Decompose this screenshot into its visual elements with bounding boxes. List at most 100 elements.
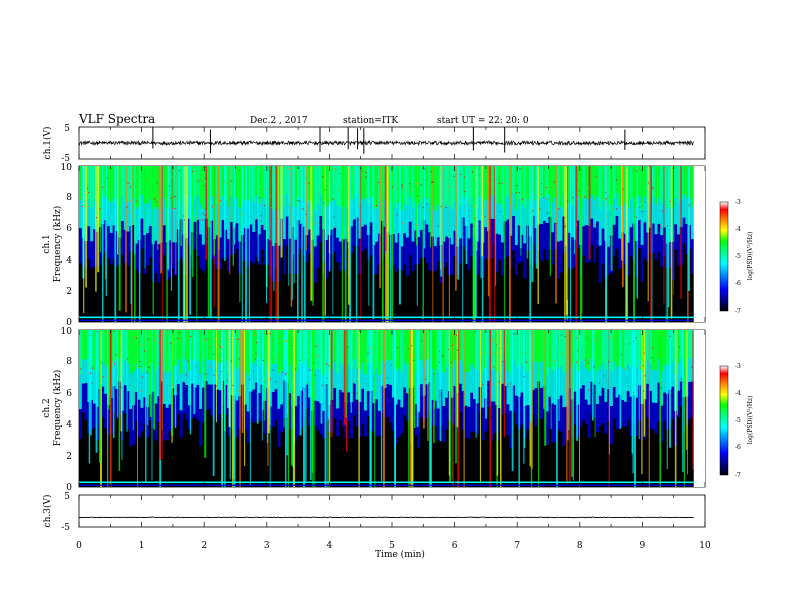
spectrogram-band (484, 166, 488, 200)
spectrogram-dot (183, 219, 185, 221)
spectrogram-band (336, 166, 340, 206)
spectrogram-dot (170, 349, 172, 351)
sferic-streak (442, 166, 444, 322)
spectrogram-dot (578, 190, 580, 192)
sferic-streak (428, 330, 431, 487)
spectrogram-band (375, 330, 379, 369)
spectrogram-dot (662, 210, 664, 212)
spectrogram-dot (512, 388, 514, 390)
spectrogram-dot (603, 375, 605, 377)
spectrogram-band (129, 330, 133, 374)
spectrogram-dot (133, 336, 135, 338)
spectrogram-dot (178, 172, 180, 174)
spectrogram-dot (367, 352, 369, 354)
sferic-streak (432, 166, 434, 322)
spectrogram-band (548, 396, 552, 429)
spectrogram-dot (381, 203, 383, 205)
sferic-streak (648, 330, 650, 487)
spectrogram-band (690, 330, 695, 359)
sferic-streak (465, 166, 468, 265)
sferic-streak (348, 166, 350, 305)
spectrogram-band (179, 330, 183, 375)
spectrogram-dot (80, 368, 82, 370)
spectrogram-band (442, 241, 446, 268)
spectrogram-dot (570, 223, 572, 225)
spectrogram-dot (622, 216, 624, 218)
spectrogram-dot (683, 209, 685, 211)
date-label: Dec.2 , 2017 (250, 116, 308, 126)
spectrogram-band (492, 330, 496, 370)
spectrogram-dot (213, 353, 215, 355)
spectrogram-band (562, 407, 566, 446)
spectrogram-band (676, 166, 681, 204)
spectrogram-band (534, 388, 538, 427)
spectrogram-dot (635, 216, 637, 218)
spectrogram-dot (365, 359, 367, 361)
sferic-streak (579, 166, 582, 322)
spectrogram-dot (616, 369, 618, 371)
spectrogram-dot (431, 357, 433, 359)
spectrogram-dot (286, 341, 288, 343)
spectrogram-band (472, 398, 477, 432)
spectrogram-band (213, 330, 217, 361)
spectrogram-band (285, 166, 289, 194)
spectrogram-band (433, 330, 437, 369)
spectrogram-dot (416, 183, 418, 185)
spectrogram-band (651, 166, 655, 198)
spectrogram-dot (553, 218, 555, 220)
spectrogram-dot (651, 357, 653, 359)
sferic-streak (189, 166, 192, 315)
spectrogram-dot (220, 346, 222, 348)
spectrogram-dot (187, 349, 189, 351)
spectrogram-band (282, 166, 287, 207)
spectrogram-dot (669, 335, 671, 337)
spectrogram-band (235, 330, 239, 369)
spectrogram-dot (473, 367, 475, 369)
spectrogram-band (162, 166, 166, 199)
sferic-streak (88, 330, 91, 464)
spectrogram-band (512, 330, 516, 361)
spectrogram-dot (218, 358, 220, 360)
sferic-streak (302, 330, 306, 487)
sferic-streak (301, 166, 303, 322)
spectrogram-dot (561, 334, 563, 336)
x-tick-label-2: 2 (201, 541, 207, 551)
sferic-streak (161, 330, 163, 431)
spectrogram-dot (420, 185, 422, 187)
spectrogram-band (579, 388, 583, 427)
spectrogram-band (450, 244, 454, 275)
sferic-streak (448, 330, 450, 476)
x-tick-label-3: 3 (264, 541, 270, 551)
spectrogram-band (598, 395, 602, 427)
sferic-streak (216, 330, 217, 423)
spectrogram-band (604, 330, 608, 370)
sferic-streak (440, 166, 443, 277)
sferic-streak (312, 166, 314, 306)
spectrogram-band (657, 223, 661, 252)
spectrogram-dot (384, 210, 386, 212)
sferic-streak (275, 166, 278, 322)
spectrogram-dot (333, 227, 335, 229)
spectrogram-band (405, 166, 410, 206)
spectrogram-band (369, 222, 373, 255)
spectrogram-dot (493, 366, 495, 368)
sferic-streak (568, 330, 571, 483)
spectrogram-dot (142, 376, 144, 378)
sferic-streak (493, 166, 495, 322)
station-label: station=ITK (343, 116, 398, 126)
spectrogram-band (92, 330, 97, 371)
spectrogram-dot (203, 185, 205, 187)
spectrogram-band (411, 241, 415, 272)
spectrogram-band (375, 399, 379, 437)
sferic-streak (567, 166, 569, 301)
spectrogram-dot (189, 335, 191, 337)
spectrogram-dot (639, 223, 641, 225)
spectrogram-band (383, 388, 387, 418)
x-tick-label-6: 6 (452, 541, 458, 551)
sferic-streak (455, 166, 457, 291)
sferic-streak (269, 330, 271, 487)
spectrogram-band (492, 401, 496, 434)
sferic-streak (610, 166, 613, 271)
spectrogram-band (257, 393, 261, 421)
spectrogram-band (626, 166, 630, 209)
